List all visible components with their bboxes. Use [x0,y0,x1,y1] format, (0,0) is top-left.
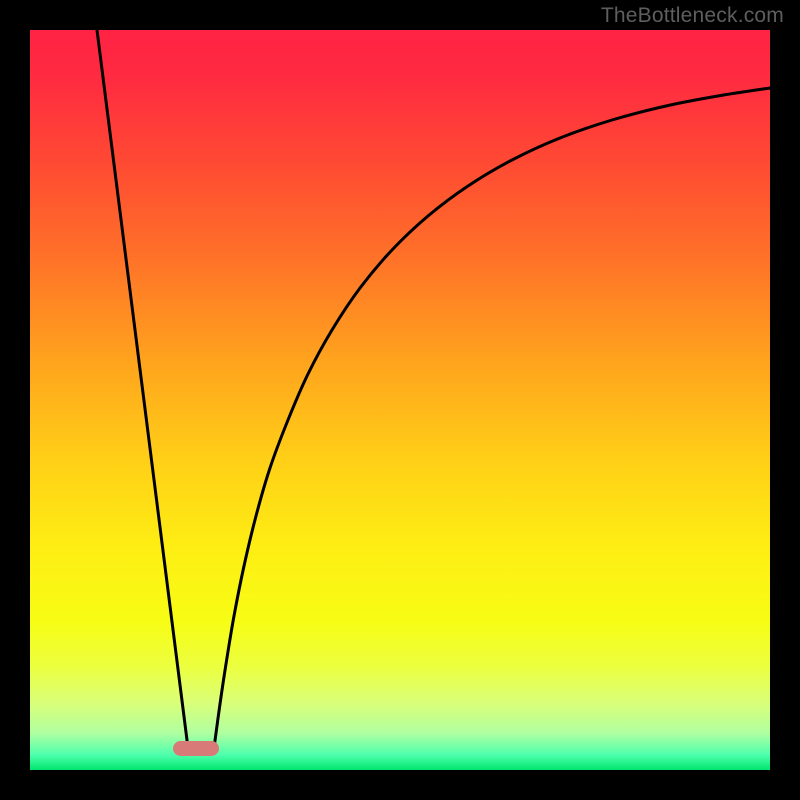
bottleneck-marker [173,741,219,756]
chart-container: TheBottleneck.com [0,0,800,800]
plot-background [30,30,770,770]
bottleneck-chart [0,0,800,800]
